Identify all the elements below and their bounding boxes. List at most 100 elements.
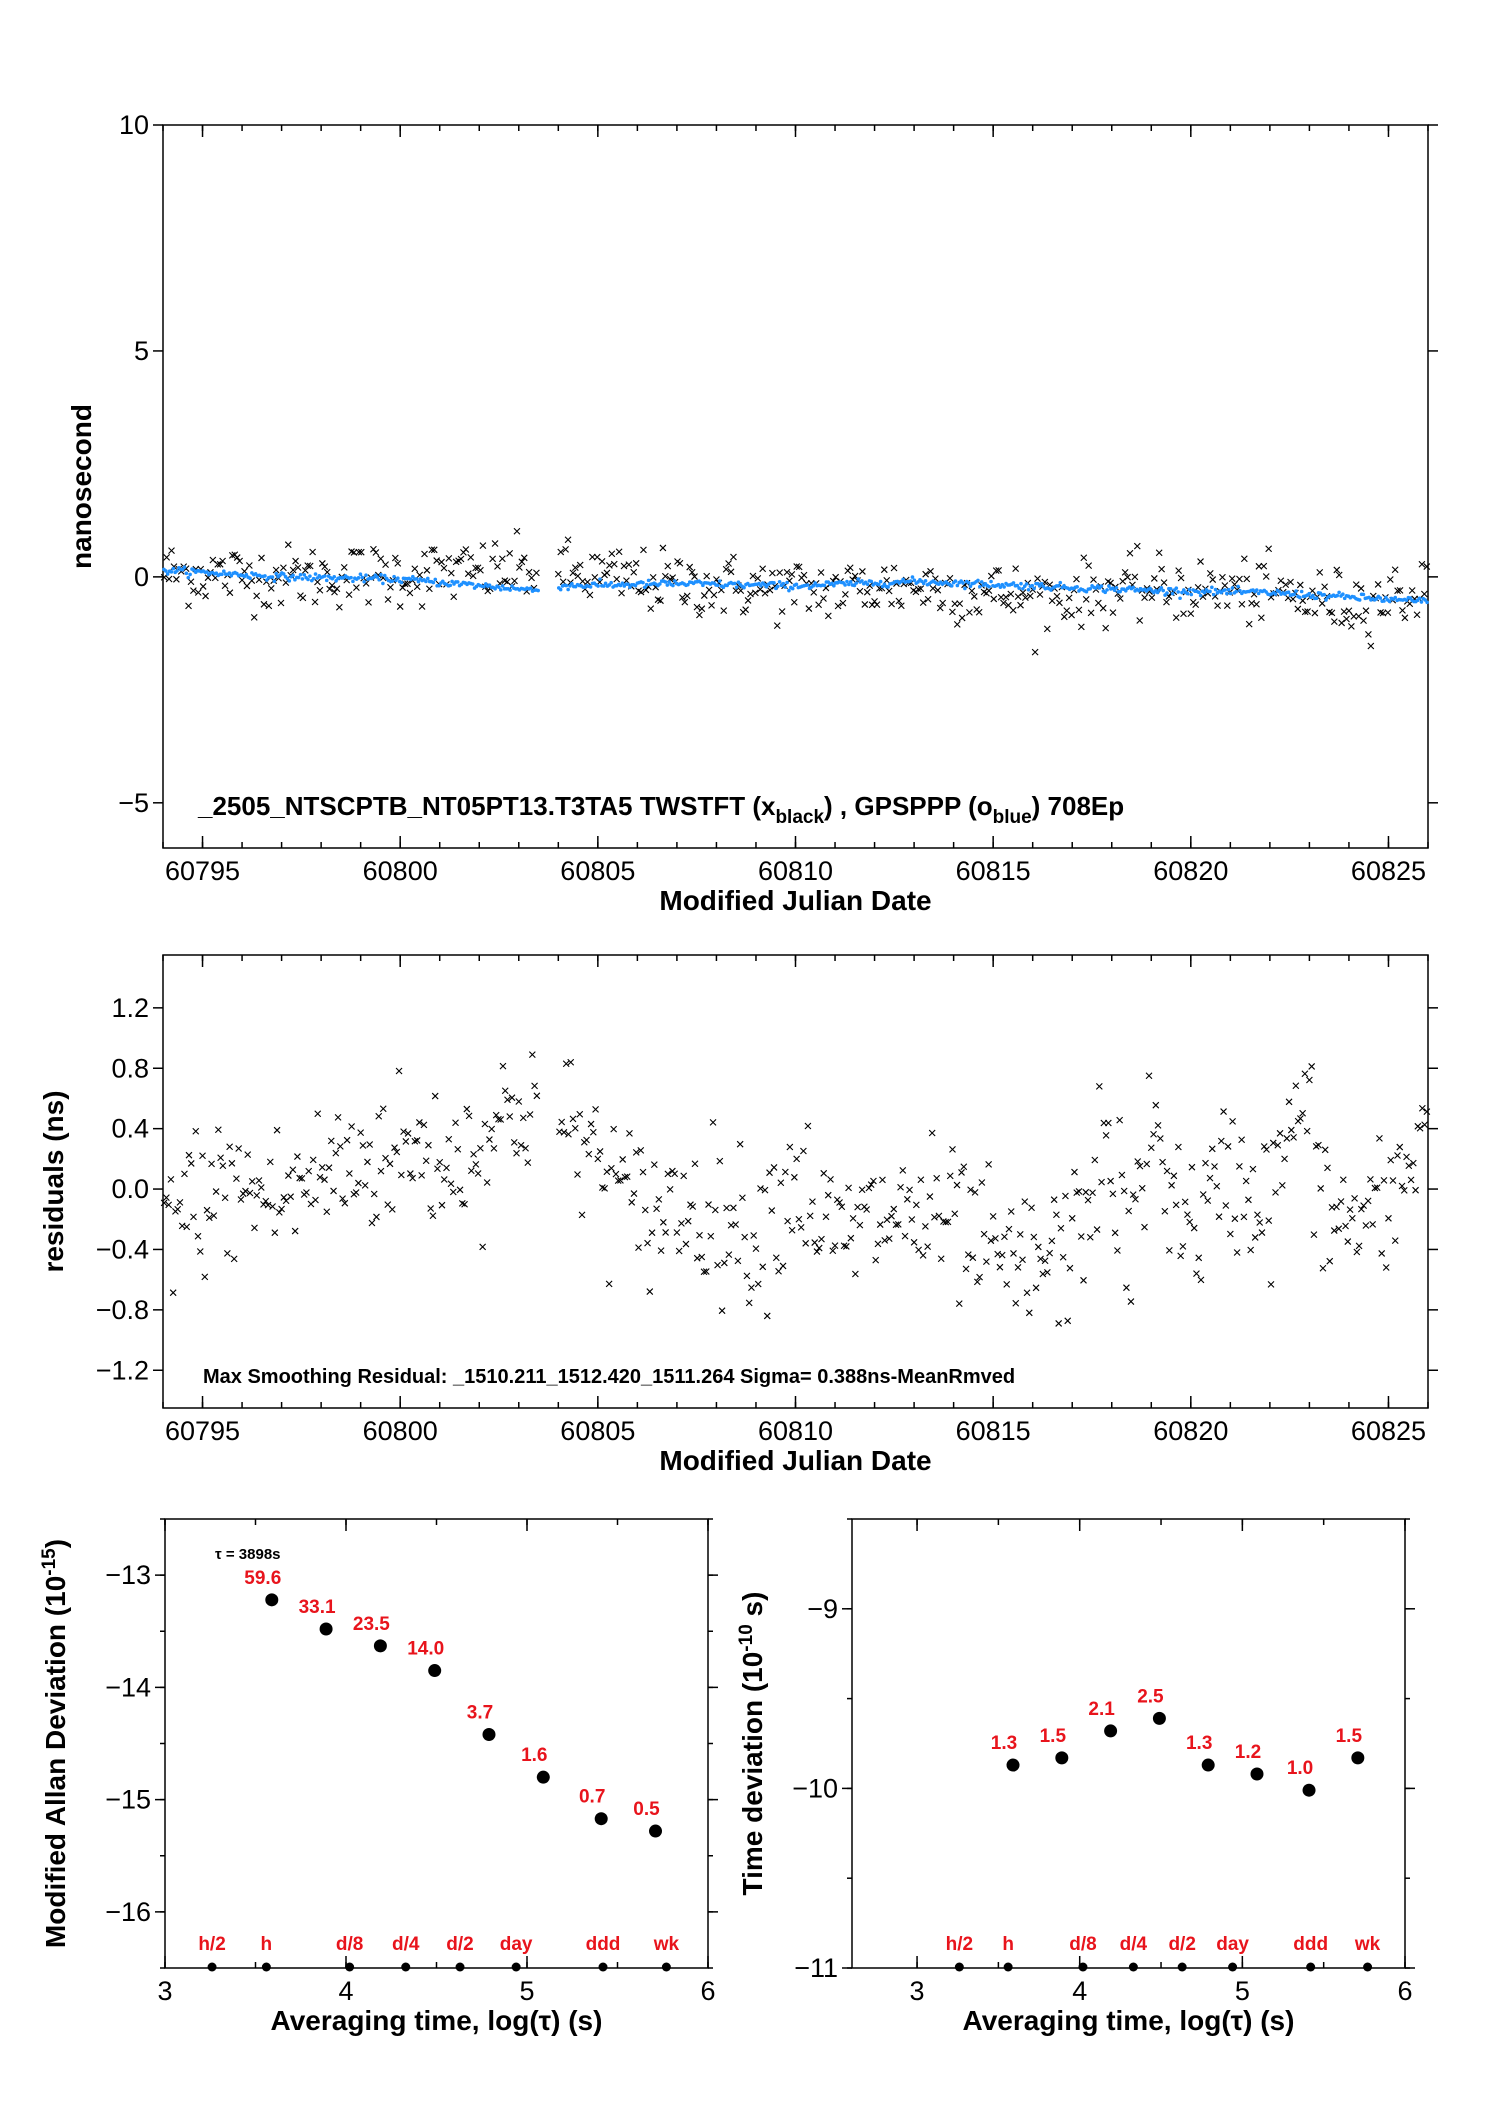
time-marker xyxy=(1128,1962,1138,1972)
data-point xyxy=(725,560,732,567)
data-point xyxy=(1286,590,1291,595)
data-point xyxy=(1194,583,1202,591)
data-point xyxy=(586,591,594,599)
data-point xyxy=(583,1136,590,1144)
data-point xyxy=(1342,1222,1349,1230)
data-point xyxy=(992,1234,999,1242)
data-point xyxy=(824,1191,832,1199)
data-point xyxy=(1154,1121,1162,1129)
data-point xyxy=(528,1051,536,1059)
data-point xyxy=(409,1174,417,1182)
data-point xyxy=(515,1098,523,1105)
data-point xyxy=(536,588,540,593)
data-point xyxy=(366,1141,374,1148)
data-point xyxy=(272,579,277,584)
data-point xyxy=(822,1213,830,1221)
data-point xyxy=(766,586,774,594)
data-point xyxy=(181,1170,188,1178)
data-point xyxy=(246,1189,254,1197)
data-point xyxy=(985,587,993,595)
data-point xyxy=(942,1218,950,1226)
data-label: 23.5 xyxy=(353,1614,390,1635)
data-point xyxy=(287,579,292,583)
data-point xyxy=(305,1167,313,1175)
data-point xyxy=(226,589,234,597)
data-point xyxy=(720,1259,728,1267)
data-point xyxy=(739,1194,746,1202)
data-point xyxy=(1417,596,1422,601)
data-point xyxy=(1382,1264,1390,1271)
data-point xyxy=(1226,1230,1234,1238)
data-point xyxy=(761,1186,769,1194)
data-label: 33.1 xyxy=(299,1597,336,1618)
data-point xyxy=(732,581,737,586)
data-point xyxy=(612,1170,620,1178)
time-marker-label: ddd xyxy=(586,1934,621,1955)
data-point xyxy=(1170,1172,1178,1180)
data-point xyxy=(506,549,514,557)
data-point xyxy=(709,1119,717,1126)
data-point xyxy=(1378,596,1383,600)
data-point xyxy=(1046,1249,1054,1257)
data-point xyxy=(696,1231,703,1239)
data-point xyxy=(901,1232,909,1240)
data-point xyxy=(421,550,428,558)
data-point xyxy=(720,607,728,615)
data-point xyxy=(953,1181,961,1189)
data-point xyxy=(1330,618,1338,625)
data-point xyxy=(953,579,958,583)
data-point xyxy=(1084,589,1089,594)
data-point xyxy=(985,1160,993,1168)
data-point xyxy=(273,1126,281,1134)
data-point xyxy=(228,1159,236,1167)
data-point xyxy=(686,563,694,571)
data-point xyxy=(447,569,455,577)
data-point xyxy=(1382,599,1386,603)
data-point xyxy=(1000,599,1007,607)
data-point xyxy=(793,563,801,570)
data-point xyxy=(1221,582,1229,589)
data-point xyxy=(630,568,638,576)
data-point xyxy=(710,591,718,599)
data-point xyxy=(1211,1163,1218,1170)
data-point xyxy=(729,1204,737,1212)
data-point xyxy=(849,1214,857,1222)
data-point xyxy=(693,603,701,611)
data-point xyxy=(955,1300,963,1307)
data-point xyxy=(772,1254,780,1262)
data-point xyxy=(1028,1204,1035,1212)
data-point xyxy=(1032,1284,1040,1292)
data-point xyxy=(237,1196,245,1203)
chart-annotation: _2505_NTSCPTB_NT05PT13.T3TA5 TWSTFT (xbl… xyxy=(197,791,1124,828)
data-point xyxy=(425,585,433,593)
data-point xyxy=(598,1184,606,1191)
data-point xyxy=(691,1160,699,1168)
data-point xyxy=(888,1212,895,1220)
data-point xyxy=(341,1199,349,1207)
tdev-frame xyxy=(851,1518,1406,1969)
data-point xyxy=(610,1125,618,1133)
data-point xyxy=(790,1173,798,1181)
data-point xyxy=(1175,1143,1182,1151)
top-series-twstft xyxy=(160,527,1431,656)
data-point xyxy=(187,1160,195,1167)
data-point xyxy=(571,564,579,571)
data-point xyxy=(1350,612,1358,620)
data-point xyxy=(490,1144,498,1152)
data-point xyxy=(447,1180,455,1188)
data-point xyxy=(805,605,813,612)
data-point xyxy=(1238,588,1242,593)
data-point xyxy=(951,1210,959,1218)
data-point xyxy=(1089,1189,1096,1197)
data-point xyxy=(587,1120,595,1128)
data-point xyxy=(851,1270,859,1278)
data-point xyxy=(1330,1227,1338,1234)
y-tick-label: 1.2 xyxy=(111,993,149,1023)
data-point xyxy=(1062,1192,1069,1200)
data-point xyxy=(245,562,253,569)
y-tick-label: −0.8 xyxy=(96,1295,149,1325)
data-point xyxy=(1228,575,1236,583)
data-point xyxy=(1158,565,1166,573)
data-point xyxy=(470,1150,477,1158)
data-point xyxy=(922,570,930,578)
